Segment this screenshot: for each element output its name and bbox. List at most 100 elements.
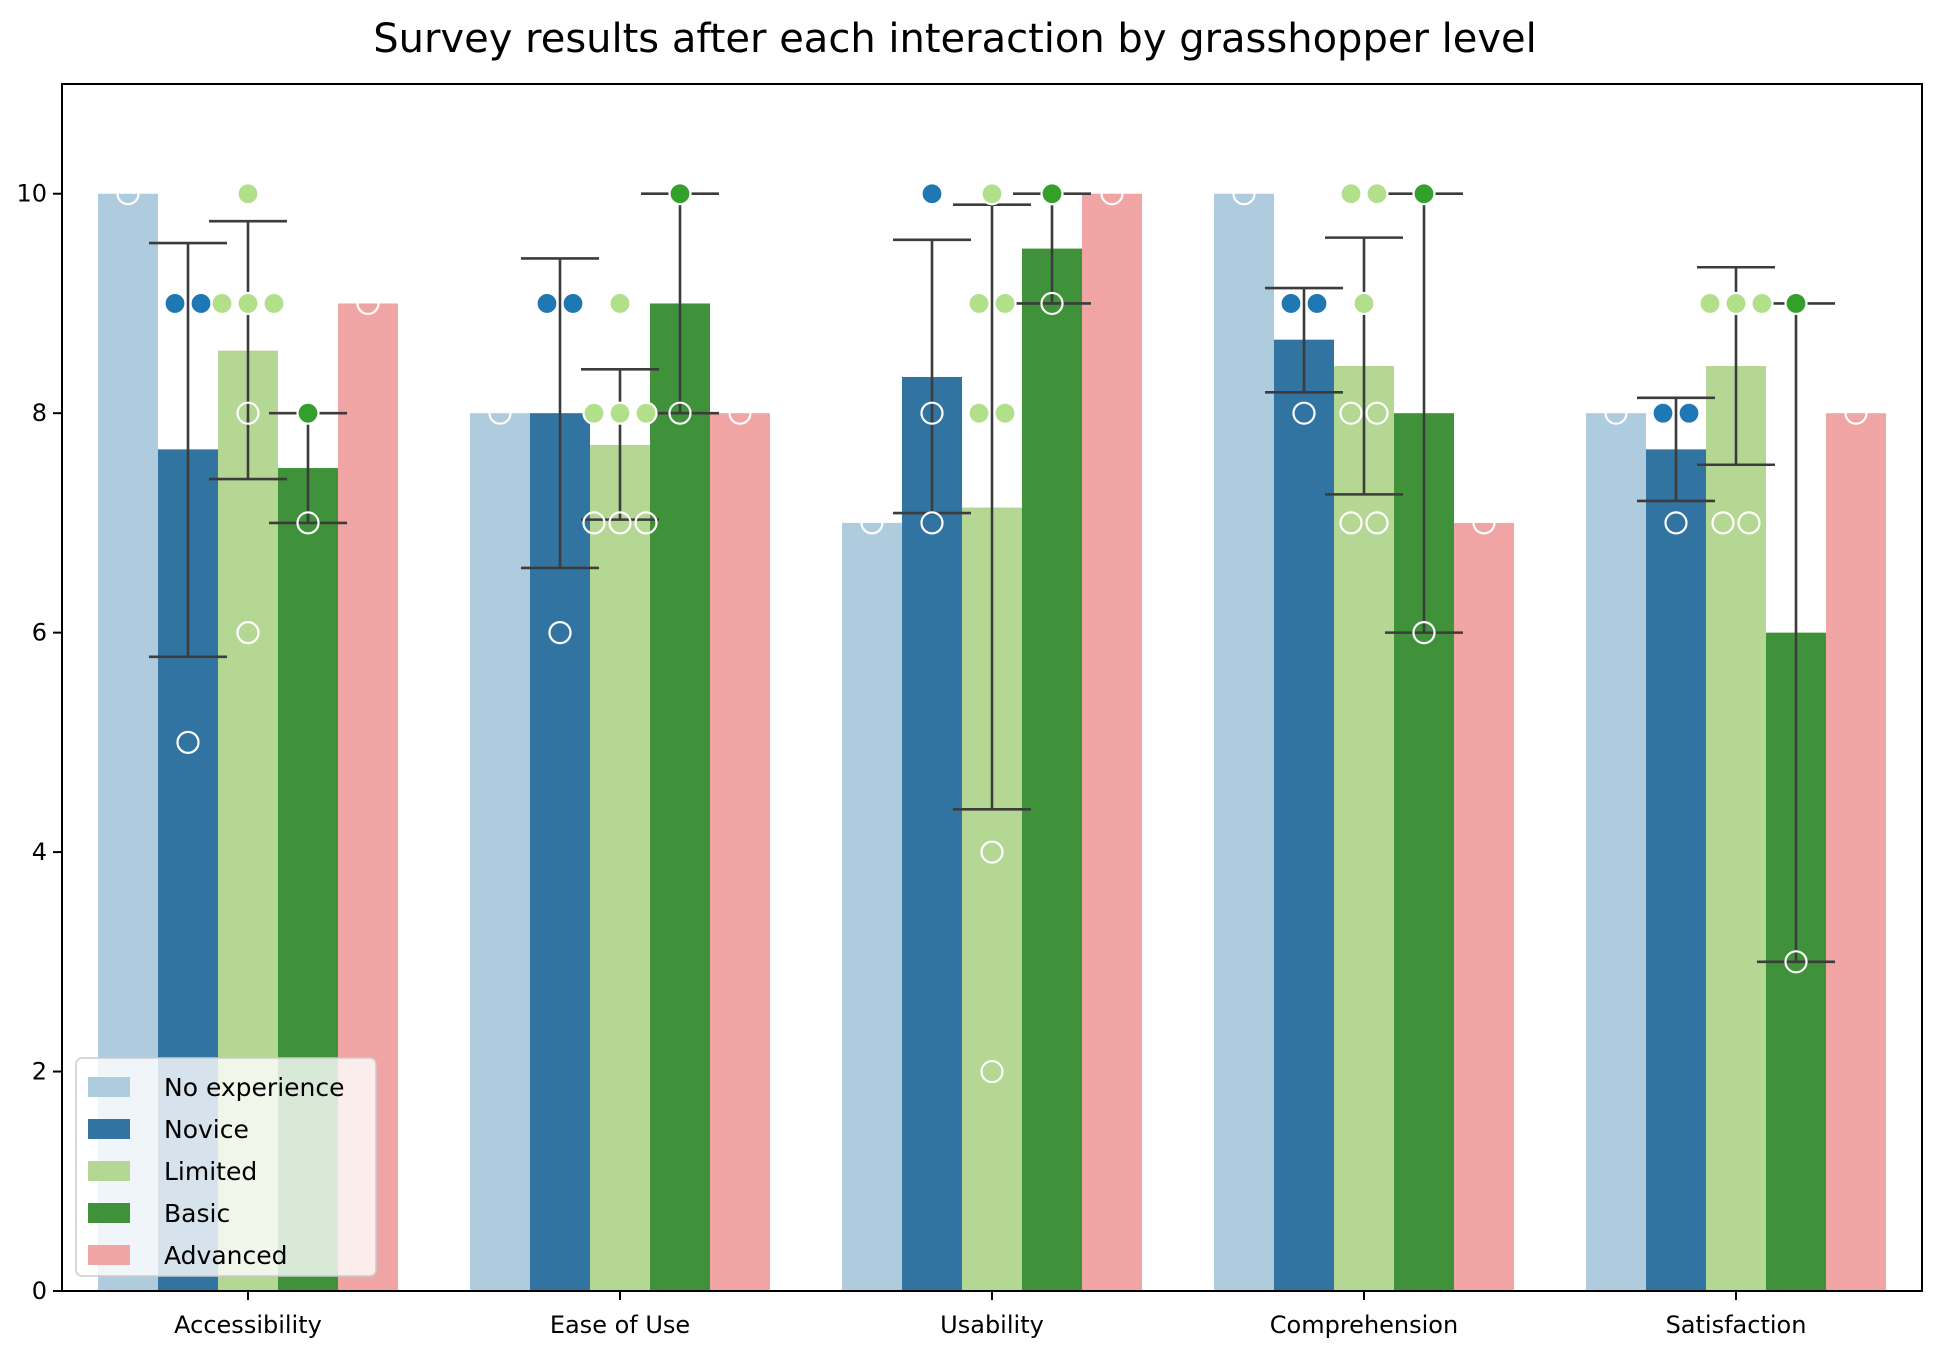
y-axis: 0 2 4 6 8 10: [16, 180, 62, 1305]
point-satisfaction-no-experience: [1604, 401, 1628, 425]
legend-label-limited: Limited: [164, 1157, 257, 1186]
point-accessibility-novice: [176, 730, 200, 754]
legend-label-no-experience: No experience: [164, 1073, 345, 1102]
legend-frame: [75, 1057, 377, 1277]
x-axis: Accessibility Ease of Use Usability Compreh…: [174, 1291, 1806, 1339]
point-accessibility-basic: [296, 401, 320, 425]
point-usability-advanced: [1100, 182, 1124, 206]
point-usability-novice: [920, 401, 944, 425]
errorbar-ease-of-use-novice: [521, 257, 599, 570]
bar-ease-of-use-no-experience: [470, 413, 530, 1291]
legend-label-advanced: Advanced: [164, 1241, 288, 1270]
point-accessibility-limited: [210, 291, 234, 316]
point-ease-of-use-limited: [634, 511, 658, 535]
point-satisfaction-novice: [1664, 511, 1688, 535]
bar-usability-basic: [1022, 248, 1082, 1291]
point-usability-basic: [1040, 291, 1064, 316]
bar-satisfaction-limited: [1706, 365, 1766, 1291]
bar-usability-novice: [902, 376, 962, 1292]
point-ease-of-use-novice: [535, 291, 559, 316]
point-accessibility-no-experience: [116, 182, 140, 206]
point-satisfaction-novice: [1651, 401, 1675, 425]
point-comprehension-limited: [1339, 511, 1363, 535]
y-tick-label: 4: [32, 838, 47, 866]
y-tick-label: 0: [32, 1277, 47, 1305]
point-comprehension-novice: [1279, 291, 1303, 316]
point-comprehension-limited: [1339, 401, 1363, 425]
point-accessibility-basic: [296, 511, 320, 535]
point-comprehension-basic: [1412, 182, 1436, 206]
y-tick-label: 10: [16, 180, 47, 208]
point-usability-limited: [967, 291, 991, 316]
point-ease-of-use-limited: [608, 401, 632, 425]
point-usability-novice: [920, 511, 944, 535]
point-ease-of-use-basic: [668, 401, 692, 425]
point-satisfaction-limited: [1750, 291, 1774, 316]
legend-label-novice: Novice: [164, 1115, 249, 1144]
x-tick-label: Ease of Use: [550, 1311, 690, 1339]
point-ease-of-use-limited: [608, 291, 632, 316]
point-ease-of-use-limited: [634, 401, 658, 425]
point-accessibility-novice: [189, 291, 213, 316]
errorbar-comprehension-novice: [1265, 286, 1343, 394]
points-layer: [116, 182, 1868, 1084]
x-tick-label: Satisfaction: [1666, 1311, 1807, 1339]
bar-usability-advanced: [1082, 193, 1142, 1291]
point-usability-limited: [993, 291, 1017, 316]
bar-comprehension-advanced: [1454, 522, 1514, 1291]
point-accessibility-limited: [262, 291, 286, 316]
point-satisfaction-limited: [1737, 511, 1761, 535]
point-comprehension-limited: [1352, 291, 1376, 316]
point-accessibility-limited: [236, 621, 260, 645]
point-usability-no-experience: [860, 511, 884, 535]
point-comprehension-advanced: [1472, 511, 1496, 535]
point-comprehension-limited: [1365, 511, 1389, 535]
point-satisfaction-basic: [1784, 950, 1808, 974]
point-satisfaction-limited: [1724, 291, 1748, 316]
point-comprehension-limited: [1339, 182, 1363, 206]
bar-ease-of-use-limited: [590, 445, 650, 1292]
bar-comprehension-novice: [1274, 339, 1334, 1291]
point-satisfaction-limited: [1698, 291, 1722, 316]
bar-ease-of-use-advanced: [710, 413, 770, 1291]
point-accessibility-limited: [236, 401, 260, 425]
legend-swatch-novice: [88, 1119, 130, 1139]
bar-satisfaction-novice: [1646, 449, 1706, 1291]
point-usability-limited: [980, 182, 1004, 206]
legend-swatch-limited: [88, 1161, 130, 1181]
point-comprehension-no-experience: [1232, 182, 1256, 206]
point-usability-novice: [920, 182, 944, 206]
point-comprehension-basic: [1412, 621, 1436, 645]
legend-swatch-advanced: [88, 1245, 130, 1265]
point-accessibility-novice: [163, 291, 187, 316]
point-comprehension-limited: [1365, 401, 1389, 425]
point-usability-limited: [967, 401, 991, 425]
legend-swatch-no-experience: [88, 1077, 130, 1097]
point-ease-of-use-limited: [608, 511, 632, 535]
x-tick-label: Comprehension: [1270, 1311, 1458, 1339]
point-usability-limited: [980, 1059, 1004, 1084]
errorbar-comprehension-limited: [1325, 236, 1403, 496]
x-tick-label: Accessibility: [174, 1311, 322, 1339]
y-tick-label: 8: [32, 399, 47, 427]
point-satisfaction-novice: [1677, 401, 1701, 425]
bar-ease-of-use-basic: [650, 303, 710, 1291]
point-satisfaction-advanced: [1844, 401, 1868, 425]
point-accessibility-limited: [236, 291, 260, 316]
bar-satisfaction-no-experience: [1586, 413, 1646, 1291]
legend-swatch-basic: [88, 1203, 130, 1223]
point-ease-of-use-basic: [668, 182, 692, 206]
point-ease-of-use-advanced: [728, 401, 752, 425]
point-ease-of-use-novice: [561, 291, 585, 316]
bar-comprehension-no-experience: [1214, 193, 1274, 1291]
point-ease-of-use-no-experience: [488, 401, 512, 425]
errorbar-accessibility-limited: [209, 219, 287, 481]
chart-title: Survey results after each interaction by…: [373, 16, 1536, 62]
point-usability-basic: [1040, 182, 1064, 206]
errorbar-ease-of-use-limited: [581, 367, 659, 521]
point-comprehension-novice: [1292, 401, 1316, 425]
point-comprehension-limited: [1365, 182, 1389, 206]
point-satisfaction-basic: [1784, 291, 1808, 316]
errorbar-satisfaction-novice: [1637, 396, 1715, 503]
